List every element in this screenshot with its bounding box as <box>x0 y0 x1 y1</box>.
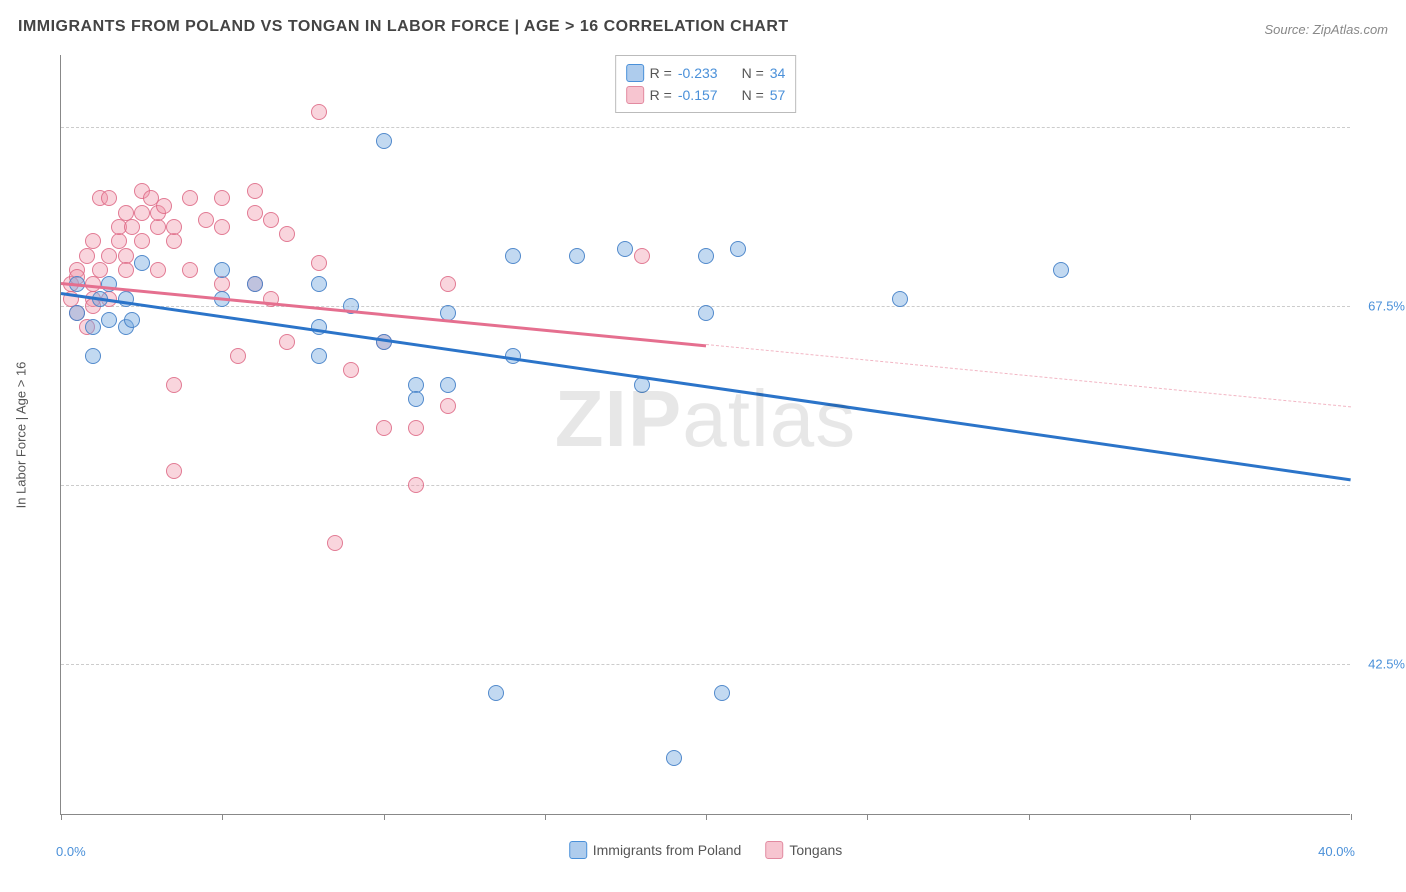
legend-swatch <box>765 841 783 859</box>
data-point <box>134 205 150 221</box>
data-point <box>408 477 424 493</box>
correlation-legend: R = -0.233N = 34R = -0.157N = 57 <box>615 55 797 113</box>
gridline <box>61 127 1350 128</box>
data-point <box>247 183 263 199</box>
data-point <box>214 262 230 278</box>
data-point <box>101 248 117 264</box>
data-point <box>247 276 263 292</box>
chart-title: IMMIGRANTS FROM POLAND VS TONGAN IN LABO… <box>18 18 789 36</box>
data-point <box>134 233 150 249</box>
data-point <box>440 377 456 393</box>
data-point <box>376 133 392 149</box>
data-point <box>166 463 182 479</box>
data-point <box>440 276 456 292</box>
data-point <box>279 334 295 350</box>
data-point <box>408 391 424 407</box>
data-point <box>214 219 230 235</box>
data-point <box>69 305 85 321</box>
data-point <box>92 262 108 278</box>
x-tick-label: 0.0% <box>56 844 86 859</box>
data-point <box>617 241 633 257</box>
data-point <box>698 248 714 264</box>
data-point <box>198 212 214 228</box>
data-point <box>343 362 359 378</box>
data-point <box>311 276 327 292</box>
data-point <box>376 420 392 436</box>
data-point <box>214 190 230 206</box>
data-point <box>247 205 263 221</box>
data-point <box>124 312 140 328</box>
data-point <box>488 685 504 701</box>
data-point <box>569 248 585 264</box>
scatter-plot: In Labor Force | Age > 16 ZIPatlas R = -… <box>60 55 1350 815</box>
x-tick <box>61 814 62 820</box>
x-tick-label: 40.0% <box>1318 844 1355 859</box>
x-tick <box>384 814 385 820</box>
x-tick <box>706 814 707 820</box>
data-point <box>85 348 101 364</box>
legend-swatch <box>626 64 644 82</box>
data-point <box>118 262 134 278</box>
data-point <box>634 248 650 264</box>
x-tick <box>1351 814 1352 820</box>
data-point <box>182 190 198 206</box>
series-legend: Immigrants from Poland Tongans <box>569 841 843 859</box>
data-point <box>85 319 101 335</box>
watermark: ZIPatlas <box>555 373 856 465</box>
gridline <box>61 664 1350 665</box>
x-tick <box>545 814 546 820</box>
data-point <box>892 291 908 307</box>
data-point <box>156 198 172 214</box>
data-point <box>150 262 166 278</box>
data-point <box>263 212 279 228</box>
data-point <box>85 233 101 249</box>
data-point <box>166 233 182 249</box>
legend-swatch <box>569 841 587 859</box>
legend-row: R = -0.233N = 34 <box>626 62 786 84</box>
data-point <box>440 398 456 414</box>
data-point <box>134 255 150 271</box>
data-point <box>166 377 182 393</box>
data-point <box>311 348 327 364</box>
legend-item: Tongans <box>765 841 842 859</box>
data-point <box>182 262 198 278</box>
x-tick <box>867 814 868 820</box>
data-point <box>101 312 117 328</box>
data-point <box>730 241 746 257</box>
y-axis-title: In Labor Force | Age > 16 <box>14 361 29 508</box>
data-point <box>101 190 117 206</box>
data-point <box>714 685 730 701</box>
legend-row: R = -0.157N = 57 <box>626 84 786 106</box>
legend-swatch <box>626 86 644 104</box>
y-tick-label: 67.5% <box>1355 298 1405 313</box>
data-point <box>1053 262 1069 278</box>
data-point <box>279 226 295 242</box>
data-point <box>505 248 521 264</box>
x-tick <box>1190 814 1191 820</box>
data-point <box>166 219 182 235</box>
legend-item: Immigrants from Poland <box>569 841 742 859</box>
data-point <box>230 348 246 364</box>
data-point <box>79 248 95 264</box>
gridline <box>61 485 1350 486</box>
source-label: Source: ZipAtlas.com <box>1264 22 1388 37</box>
data-point <box>408 420 424 436</box>
x-tick <box>1029 814 1030 820</box>
data-point <box>698 305 714 321</box>
data-point <box>124 219 140 235</box>
x-tick <box>222 814 223 820</box>
data-point <box>150 219 166 235</box>
data-point <box>327 535 343 551</box>
data-point <box>311 104 327 120</box>
y-tick-label: 42.5% <box>1355 657 1405 672</box>
data-point <box>311 255 327 271</box>
data-point <box>666 750 682 766</box>
